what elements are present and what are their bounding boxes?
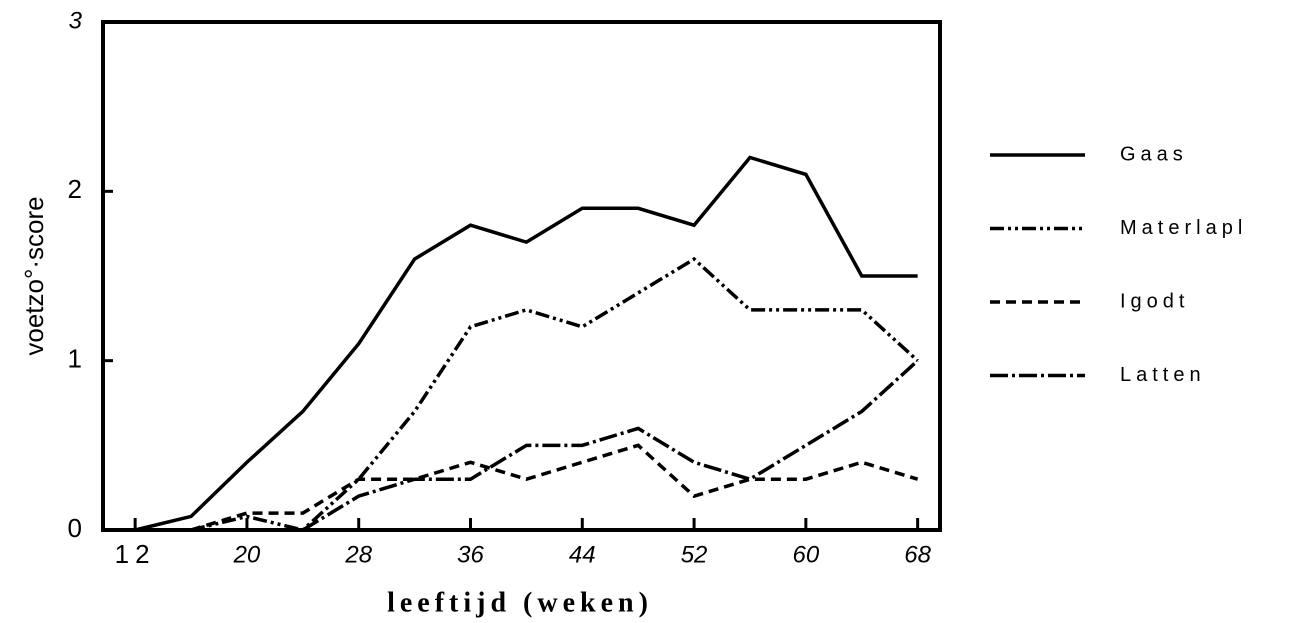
y-tick-label: 2	[68, 174, 82, 204]
line	[301, 359, 919, 532]
x-tick-label: 36	[457, 541, 484, 568]
x-tick-label: 52	[681, 541, 708, 568]
x-tick-label: 44	[569, 541, 596, 568]
line	[190, 256, 919, 532]
y-tick-label: 0	[68, 513, 82, 543]
x-tick-label: 68	[904, 541, 931, 568]
legend-label: Materlapl	[1120, 217, 1247, 239]
x-tick-label: 60	[793, 541, 820, 568]
x-tick-label: 28	[344, 541, 372, 568]
x-tick-label: 12	[115, 539, 156, 569]
x-axis-label: leeftijd (weken)	[387, 587, 653, 618]
legend-label: Gaas	[1120, 143, 1188, 165]
line	[134, 155, 918, 532]
plot-frame	[101, 20, 942, 532]
line	[190, 443, 919, 532]
x-tick-label: 20	[233, 541, 261, 568]
y-tick-label: 3	[69, 7, 83, 34]
y-axis-label: voetzo°·score	[19, 196, 49, 355]
y-tick-label: 1	[68, 344, 82, 374]
legend-label: Igodt	[1120, 290, 1189, 312]
legend-label: Latten	[1120, 364, 1206, 386]
